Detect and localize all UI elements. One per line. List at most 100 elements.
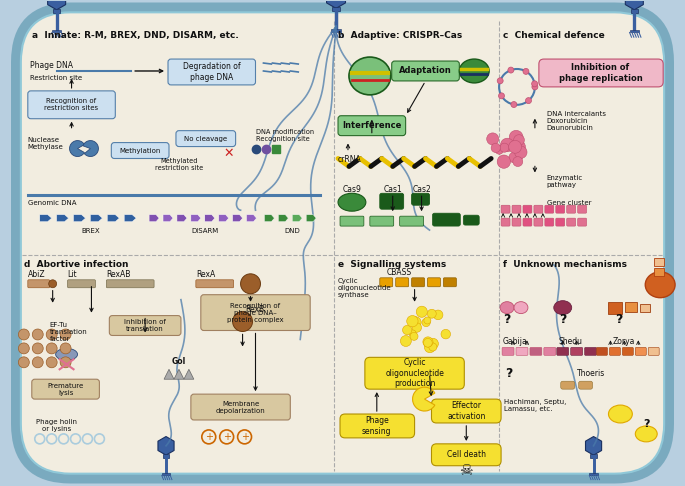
Text: Restriction site: Restriction site (30, 75, 82, 81)
FancyBboxPatch shape (340, 216, 364, 226)
FancyBboxPatch shape (443, 278, 456, 287)
FancyBboxPatch shape (110, 315, 181, 335)
Circle shape (427, 309, 436, 318)
Text: Cyclic
oligonucleotide
synthase: Cyclic oligonucleotide synthase (338, 278, 392, 298)
FancyBboxPatch shape (396, 278, 409, 287)
Text: Lit: Lit (68, 270, 77, 279)
Text: Cas2: Cas2 (412, 185, 431, 194)
FancyBboxPatch shape (379, 278, 393, 287)
FancyBboxPatch shape (432, 213, 460, 226)
FancyBboxPatch shape (379, 193, 403, 209)
Circle shape (434, 310, 443, 320)
Text: RexB: RexB (245, 305, 264, 313)
Circle shape (497, 78, 503, 84)
FancyArrow shape (292, 215, 302, 222)
Text: Nuclease
Methylase: Nuclease Methylase (28, 137, 64, 150)
Bar (631, 9, 638, 13)
Text: a  Innate: R-M, BREX, DND, DISARM, etc.: a Innate: R-M, BREX, DND, DISARM, etc. (32, 31, 238, 40)
Polygon shape (625, 0, 643, 10)
FancyBboxPatch shape (545, 218, 553, 226)
Circle shape (532, 81, 538, 87)
Text: Hachiman, Septu,
Lamassu, etc.: Hachiman, Septu, Lamassu, etc. (504, 399, 566, 412)
Circle shape (499, 93, 504, 99)
Text: ?: ? (503, 313, 511, 326)
Circle shape (523, 69, 529, 74)
FancyBboxPatch shape (32, 379, 99, 399)
FancyBboxPatch shape (530, 347, 542, 355)
Circle shape (513, 156, 523, 167)
Circle shape (512, 140, 525, 154)
Circle shape (18, 357, 29, 368)
Text: DNA intercalants
Doxorubicin
Daunorubicin: DNA intercalants Doxorubicin Daunorubici… (547, 111, 606, 131)
Text: Zorya: Zorya (612, 337, 634, 347)
FancyBboxPatch shape (556, 205, 564, 213)
Text: +: + (240, 432, 249, 442)
Circle shape (509, 140, 521, 153)
Text: +: + (205, 432, 213, 442)
Text: Cas9: Cas9 (342, 185, 362, 194)
Circle shape (416, 306, 427, 317)
Circle shape (403, 326, 412, 335)
Circle shape (427, 338, 438, 349)
FancyBboxPatch shape (557, 347, 569, 355)
FancyBboxPatch shape (340, 414, 414, 438)
Text: Premature
lysis: Premature lysis (47, 382, 84, 396)
Text: Thoeris: Thoeris (577, 369, 605, 378)
Circle shape (497, 155, 510, 168)
FancyBboxPatch shape (432, 399, 501, 423)
FancyBboxPatch shape (501, 205, 510, 213)
Circle shape (501, 138, 514, 152)
Text: Gol: Gol (172, 357, 186, 366)
Polygon shape (174, 369, 184, 379)
Circle shape (32, 343, 43, 354)
Text: BREX: BREX (81, 228, 100, 234)
Bar (332, 7, 340, 11)
Circle shape (46, 357, 57, 368)
Polygon shape (327, 0, 345, 8)
FancyBboxPatch shape (523, 205, 532, 213)
Text: Effector
activation: Effector activation (447, 401, 486, 421)
Circle shape (441, 330, 451, 339)
FancyBboxPatch shape (191, 394, 290, 420)
Text: Inhibition of
phage replication: Inhibition of phage replication (559, 63, 643, 83)
FancyBboxPatch shape (168, 59, 256, 85)
FancyBboxPatch shape (597, 347, 608, 355)
FancyBboxPatch shape (584, 347, 597, 355)
Text: Genomic DNA: Genomic DNA (28, 200, 76, 206)
Ellipse shape (645, 272, 675, 298)
FancyArrow shape (191, 215, 201, 222)
FancyBboxPatch shape (539, 59, 663, 87)
Text: Cyclic
oligonucleotide
production: Cyclic oligonucleotide production (385, 358, 444, 388)
Text: Cas1: Cas1 (384, 185, 402, 194)
Bar (589, 473, 598, 475)
Text: Recognition of
phage DNA–
protein complex: Recognition of phage DNA– protein comple… (227, 303, 284, 323)
Circle shape (32, 329, 43, 340)
FancyBboxPatch shape (412, 193, 429, 205)
FancyBboxPatch shape (571, 347, 583, 355)
Text: Shedu: Shedu (559, 337, 583, 347)
FancyBboxPatch shape (566, 205, 575, 213)
Bar (640, 304, 650, 312)
FancyBboxPatch shape (106, 280, 154, 288)
FancyBboxPatch shape (523, 218, 532, 226)
FancyBboxPatch shape (577, 218, 586, 226)
Text: No cleavage: No cleavage (184, 136, 227, 141)
Text: ?: ? (506, 367, 513, 380)
Circle shape (508, 67, 514, 73)
Text: d  Abortive infection: d Abortive infection (24, 260, 128, 269)
Circle shape (425, 342, 435, 353)
Circle shape (407, 315, 418, 327)
Bar (162, 473, 171, 475)
FancyBboxPatch shape (412, 278, 425, 287)
Text: Phage DNA: Phage DNA (30, 61, 73, 70)
Text: ?: ? (559, 313, 566, 326)
FancyBboxPatch shape (338, 116, 406, 136)
Text: EF-Tu
translation
factor: EF-Tu translation factor (50, 322, 88, 342)
Circle shape (514, 146, 527, 158)
Text: Gene cluster: Gene cluster (547, 200, 591, 206)
Circle shape (509, 130, 523, 144)
Text: c  Chemical defence: c Chemical defence (503, 31, 605, 40)
Ellipse shape (635, 426, 657, 442)
Circle shape (495, 146, 503, 154)
Circle shape (423, 337, 433, 347)
